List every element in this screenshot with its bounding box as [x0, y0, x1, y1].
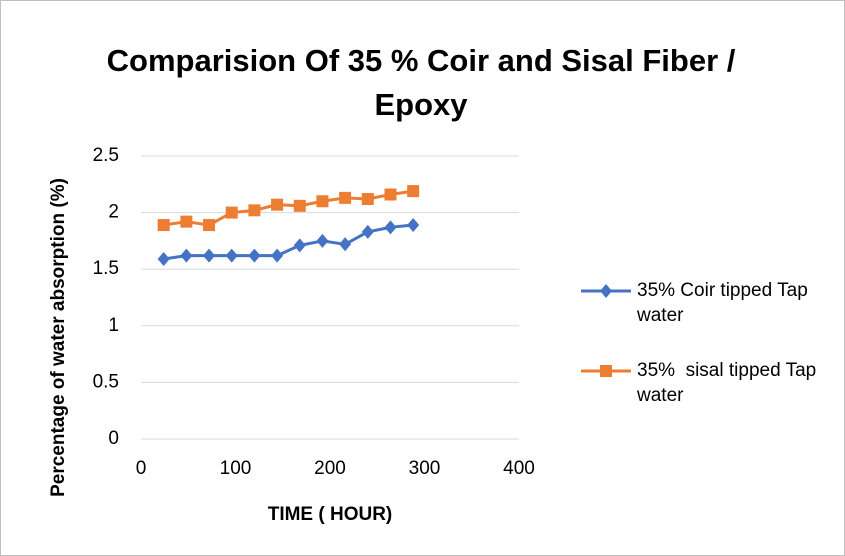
x-tick-label: 400 [503, 458, 535, 479]
y-tick-label: 0 [108, 428, 119, 449]
data-point [180, 215, 193, 228]
series-line [163, 223, 414, 261]
data-point [361, 193, 374, 206]
data-point [157, 219, 170, 232]
x-tick-label: 200 [314, 458, 346, 479]
data-point [225, 206, 238, 219]
x-tick-label: 0 [136, 458, 147, 479]
y-tick-label: 1.5 [93, 258, 119, 279]
data-point [339, 191, 352, 204]
data-point [407, 218, 420, 233]
data-point [293, 238, 306, 253]
chart-title: Comparision Of 35 % Coir and Sisal Fiber… [106, 43, 736, 122]
series-line [163, 189, 414, 227]
legend-marker [600, 284, 612, 298]
y-axis-label: Percentage of water absorption (%) [48, 178, 69, 497]
data-point [225, 248, 238, 263]
x-axis-label: TIME ( HOUR) [268, 504, 393, 525]
data-point [316, 195, 329, 208]
data-point [271, 248, 284, 263]
data-point [180, 248, 193, 263]
data-point [407, 185, 420, 198]
data-point [248, 204, 261, 217]
data-point [293, 199, 306, 212]
x-tick-label: 100 [220, 458, 252, 479]
data-point [384, 220, 397, 235]
y-tick-label: 0.5 [93, 371, 119, 392]
legend-marker [600, 365, 612, 377]
data-point [248, 248, 261, 263]
data-point [339, 237, 352, 252]
y-tick-label: 2 [108, 202, 119, 223]
legend-label: 35% sisal tipped Tap water [637, 360, 822, 406]
legend-label: 35% Coir tipped Tap water [637, 280, 814, 326]
data-point [203, 219, 216, 232]
y-tick-label: 2.5 [93, 145, 119, 166]
data-point [157, 252, 170, 267]
x-tick-label: 300 [409, 458, 441, 479]
data-point [384, 188, 397, 201]
data-point [203, 248, 216, 263]
data-point [361, 224, 374, 239]
data-point [316, 233, 329, 248]
y-tick-label: 1 [108, 315, 119, 336]
data-point [271, 198, 284, 211]
